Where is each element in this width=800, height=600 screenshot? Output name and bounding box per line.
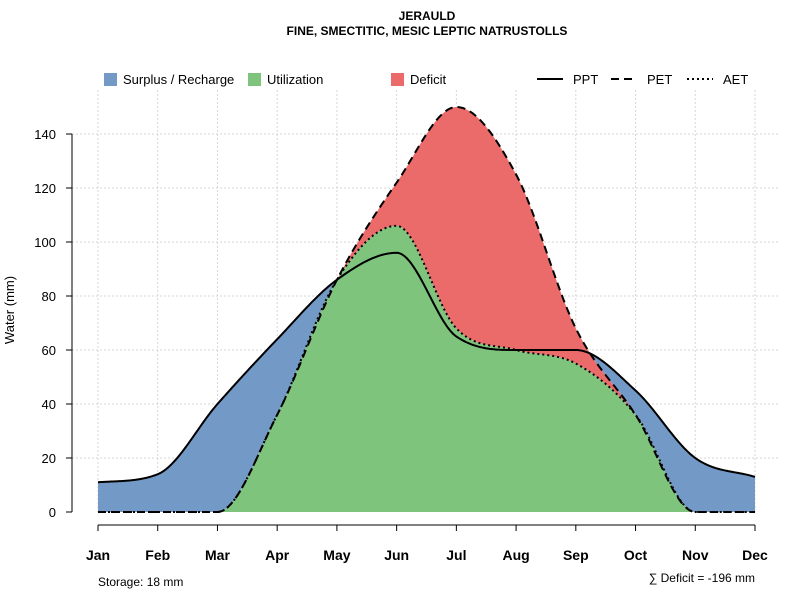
x-tick-label: Sep [563,547,589,563]
x-tick-label: Mar [205,547,230,563]
y-tick-label: 140 [34,127,56,142]
utilization-area [98,225,755,512]
x-tick-label: Jan [86,547,110,563]
x-tick-label: Feb [145,547,170,563]
y-tick-label: 20 [42,451,56,466]
chart-title: JERAULD [399,9,456,23]
legend: Surplus / Recharge Utilization Deficit PPT P… [104,72,748,87]
y-tick-label: 120 [34,181,56,196]
x-tick-label: Jun [384,547,409,563]
legend-swatch [391,73,404,86]
x-tick-label: Nov [682,547,709,563]
legend-swatch [104,73,117,86]
y-tick-label: 60 [42,343,56,358]
surplus-recharge-area [98,107,755,512]
legend-label: PET [647,72,672,87]
storage-note: Storage: 18 mm [98,575,183,589]
legend-label: PPT [573,72,598,87]
y-tick-label: 0 [49,505,56,520]
y-tick-label: 40 [42,397,56,412]
legend-label: Utilization [267,72,323,87]
legend-label: Surplus / Recharge [123,72,234,87]
x-tick-label: Dec [742,547,768,563]
deficit-note: ∑ Deficit = -196 mm [649,571,755,585]
chart-subtitle: FINE, SMECTITIC, MESIC LEPTIC NATRUSTOLL… [287,24,568,38]
x-tick-label: May [323,547,350,563]
deficit-area [98,107,755,512]
series-line-ppt [97,251,756,484]
legend-label: AET [723,72,748,87]
legend-swatch [248,73,261,86]
x-tick-label: Aug [502,547,529,563]
y-axis-label: Water (mm) [2,276,17,344]
legend-label: Deficit [410,72,447,87]
x-tick-label: Apr [265,547,290,563]
series-line-aet [98,224,755,513]
y-tick-label: 80 [42,289,56,304]
line-layer [97,105,756,513]
y-tick-label: 100 [34,235,56,250]
x-tick-label: Oct [624,547,648,563]
area-layer [98,107,755,512]
x-tick-label: Jul [446,547,466,563]
axes: 0 20 40 60 80 100 120 140 Jan Feb Mar Apr May Jun Jul A… [34,127,768,563]
series-line-pet [98,105,755,513]
